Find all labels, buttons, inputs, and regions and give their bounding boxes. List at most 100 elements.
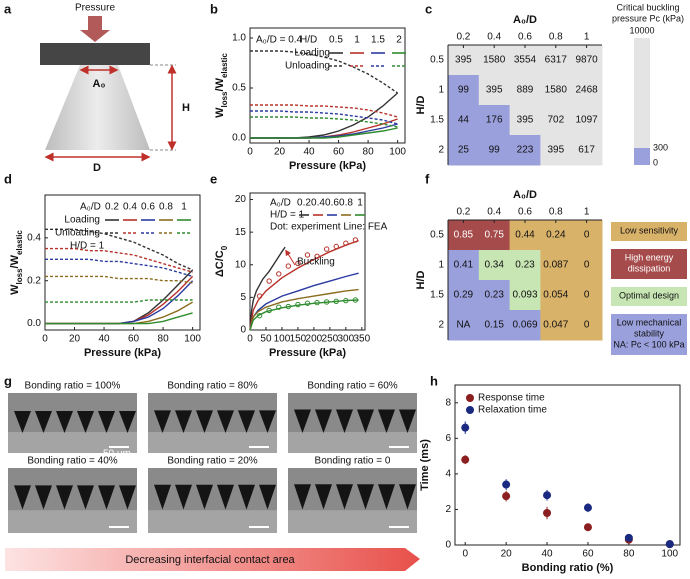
legend-note: H/D = 1 [270, 210, 305, 221]
colorbar-label: 10000 [629, 25, 654, 35]
colorbar [634, 148, 650, 165]
plot-frame [454, 384, 681, 546]
data-point [343, 297, 349, 304]
cell [540, 220, 572, 251]
groove [154, 410, 171, 433]
row-title: H/D [415, 270, 427, 289]
line [249, 272, 359, 331]
groove [259, 410, 276, 433]
gradient-arrow [5, 548, 420, 571]
panel-label: h [430, 373, 438, 388]
y-tick-label: 2 [445, 504, 451, 515]
cell-value: 617 [578, 145, 595, 156]
x-tick-label: 20 [501, 549, 513, 560]
cell-value: 0.054 [543, 290, 568, 301]
data-point [352, 297, 359, 303]
x-tick-label: 350 [353, 334, 370, 345]
data-point [304, 252, 311, 258]
legend-header: A₀/D [80, 202, 101, 213]
y-tick-label: 10 [235, 259, 247, 270]
x-tick-label: 80 [158, 334, 170, 345]
axis-label: Time (ms) [419, 439, 431, 491]
line [249, 288, 359, 331]
image-label: Bonding ratio = 40% [27, 456, 117, 467]
data-point [323, 246, 330, 252]
row-label: 0.5 [430, 55, 444, 66]
cell [571, 310, 603, 341]
cell [509, 45, 541, 76]
x-tick-label: 100 [184, 334, 201, 345]
groove [77, 485, 94, 510]
line [45, 258, 193, 278]
scale-label: 50 μm [103, 449, 131, 460]
cell [540, 105, 572, 136]
panel-label: g [4, 373, 12, 388]
groove [315, 484, 332, 510]
cell [571, 280, 603, 311]
cell-value: 0.23 [484, 290, 504, 301]
cell [571, 135, 603, 166]
annotation: Buckling [297, 257, 335, 268]
groove [217, 410, 234, 433]
col-label: 1 [584, 207, 590, 218]
cell-value: 702 [547, 115, 564, 126]
cell [571, 45, 603, 76]
legend-column: 1 [357, 198, 363, 209]
image-label: Bonding ratio = 60% [307, 381, 397, 392]
data-point [665, 540, 674, 549]
schematic: Pressure A₀ H D [40, 3, 190, 174]
micrograph-layer [148, 432, 277, 453]
data-point [285, 303, 292, 310]
colorbar-label: 0 [653, 157, 658, 167]
col-title: A₀/D [513, 189, 537, 201]
legend-column: 1 [354, 35, 360, 46]
label-part: loss [15, 268, 24, 285]
x-tick-label: 200 [306, 334, 323, 345]
label-part: ΔC/C [214, 250, 226, 277]
y-tick-label: 0 [445, 540, 451, 551]
cell-value: 0.24 [546, 230, 566, 241]
cell-value: 1097 [575, 115, 598, 126]
data-point [583, 523, 592, 532]
cell [571, 250, 603, 281]
x-tick-label: 0 [247, 147, 253, 158]
groove [196, 410, 213, 433]
y-tick-label: 4 [445, 469, 451, 480]
groove [119, 485, 136, 510]
panel-label: a [4, 1, 12, 16]
data-point [543, 491, 552, 500]
data-point [256, 293, 263, 299]
line [45, 275, 193, 284]
x-tick-label: 100 [661, 549, 678, 560]
groove [315, 409, 332, 433]
cell-value: 0.41 [454, 260, 474, 271]
legend-box [611, 287, 687, 306]
micrograph-layer [288, 510, 417, 533]
x-tick-label: 50 [260, 334, 272, 345]
col-label: 0.4 [487, 207, 501, 218]
y-tick-label: 0.5 [232, 83, 246, 94]
line [45, 312, 193, 325]
axis-label: ΔC/C0 [214, 245, 229, 277]
data-point [266, 307, 272, 314]
cell [448, 45, 480, 76]
x-tick-label: 250 [322, 334, 339, 345]
data-point [502, 480, 511, 489]
x-axis-label: Pressure (kPa) [84, 347, 161, 359]
col-label: 0.2 [456, 207, 470, 218]
label-part: /W [214, 77, 226, 91]
col-label: 0.8 [549, 207, 563, 218]
legend-box [611, 222, 687, 241]
data-point [304, 300, 311, 306]
x-tick-label: 20 [69, 334, 81, 345]
label-part: W [9, 284, 21, 295]
label-part: loss [220, 91, 229, 108]
cell-value: 395 [455, 55, 472, 66]
x-tick-label: 40 [98, 334, 110, 345]
groove [378, 409, 395, 433]
cell-value: 0.34 [484, 260, 504, 271]
cell-value: 0.15 [484, 320, 504, 331]
data-point [314, 299, 320, 306]
groove [294, 409, 311, 433]
